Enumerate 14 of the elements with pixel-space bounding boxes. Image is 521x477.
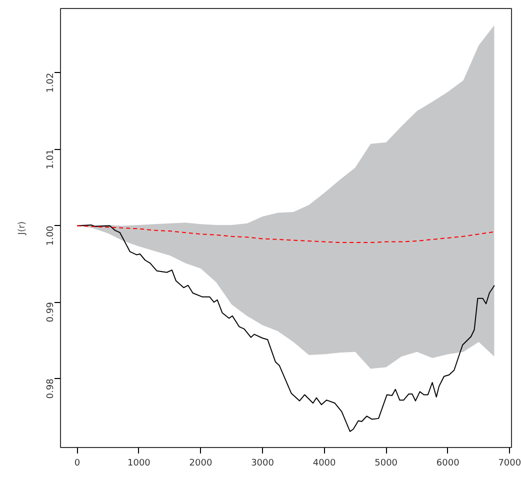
x-tick-label: 1000	[128, 458, 151, 468]
y-tick-label: 0.98	[46, 378, 56, 399]
y-axis-title: J(r)	[18, 221, 28, 236]
x-tick-label: 4000	[312, 458, 336, 468]
y-tick-label: 1.01	[46, 149, 56, 170]
y-tick-label: 0.99	[46, 302, 56, 322]
x-tick-label: 2000	[189, 458, 212, 468]
x-tick-label: 5000	[374, 458, 398, 468]
x-tick-label: 3000	[251, 458, 274, 468]
y-tick-label: 1.00	[46, 225, 56, 246]
x-tick-label: 7000	[498, 458, 521, 468]
y-tick-label: 1.02	[46, 72, 56, 93]
x-tick-label: 0	[74, 458, 80, 468]
x-tick-label: 6000	[436, 458, 460, 468]
